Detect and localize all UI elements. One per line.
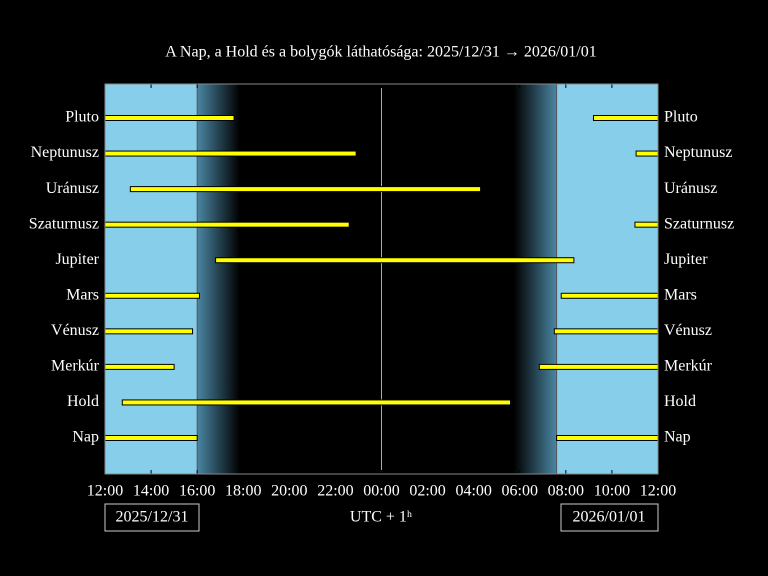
row-label: Vénusz	[664, 322, 712, 339]
row-label: Mars	[664, 286, 697, 303]
row-label: Jupiter	[55, 251, 99, 268]
plot-area	[104, 83, 659, 475]
x-axis-label: UTC + 1ʰ	[350, 509, 412, 526]
x-tick-label: 12:00	[640, 483, 676, 500]
row-label: Szaturnusz	[664, 215, 734, 232]
row-label: Nap	[72, 429, 99, 446]
row-label: Neptunusz	[664, 144, 732, 161]
row-label: Mars	[66, 286, 99, 303]
x-tick-label: 02:00	[409, 483, 445, 500]
row-label: Jupiter	[664, 251, 708, 268]
visibility-bar	[553, 328, 659, 335]
day-region	[105, 84, 198, 474]
row-label: Nap	[664, 429, 691, 446]
x-tick-label: 22:00	[317, 483, 353, 500]
row-label: Merkúr	[51, 358, 100, 375]
visibility-bar	[104, 328, 194, 335]
x-tick-label: 14:00	[133, 483, 169, 500]
visibility-bar	[560, 292, 659, 299]
row-label: Pluto	[65, 109, 99, 126]
row-label: Pluto	[664, 109, 698, 126]
x-tick-label: 16:00	[179, 483, 215, 500]
visibility-bar	[104, 150, 357, 157]
row-label: Neptunusz	[31, 144, 99, 161]
x-tick-label: 20:00	[271, 483, 307, 500]
visibility-bar	[104, 221, 350, 228]
x-tick-label: 04:00	[455, 483, 491, 500]
x-tick-label: 18:00	[225, 483, 261, 500]
x-tick-label: 00:00	[363, 483, 399, 500]
x-tick-label: 10:00	[594, 483, 630, 500]
dusk-twilight	[197, 84, 240, 474]
row-label: Merkúr	[664, 358, 713, 375]
row-label: Hold	[664, 393, 696, 410]
visibility-bar	[538, 363, 659, 370]
row-label: Uránusz	[46, 180, 99, 197]
x-tick-label: 06:00	[502, 483, 538, 500]
x-tick-label: 12:00	[87, 483, 123, 500]
visibility-bar	[121, 399, 512, 406]
row-label: Hold	[67, 393, 99, 410]
visibility-bar	[556, 435, 659, 441]
visibility-bar	[635, 150, 659, 157]
dawn-twilight	[513, 84, 557, 474]
visibility-bar	[634, 221, 659, 228]
chart-title: A Nap, a Hold és a bolygók láthatósága: …	[165, 44, 597, 61]
visibility-bar	[104, 292, 200, 299]
row-label: Szaturnusz	[29, 215, 99, 232]
visibility-bar	[104, 363, 175, 370]
start-date: 2025/12/31	[116, 509, 189, 526]
x-tick-label: 08:00	[548, 483, 584, 500]
day-region	[556, 84, 658, 474]
visibility-bar	[592, 115, 659, 121]
end-date: 2026/01/01	[573, 509, 646, 526]
visibility-bar	[129, 186, 482, 193]
visibility-bar	[104, 115, 235, 121]
visibility-bar	[104, 435, 198, 441]
row-label: Uránusz	[664, 180, 717, 197]
row-label: Vénusz	[51, 322, 99, 339]
visibility-bar	[215, 257, 575, 264]
date-box	[560, 503, 659, 532]
plot-frame	[104, 83, 659, 475]
date-box	[104, 503, 200, 532]
